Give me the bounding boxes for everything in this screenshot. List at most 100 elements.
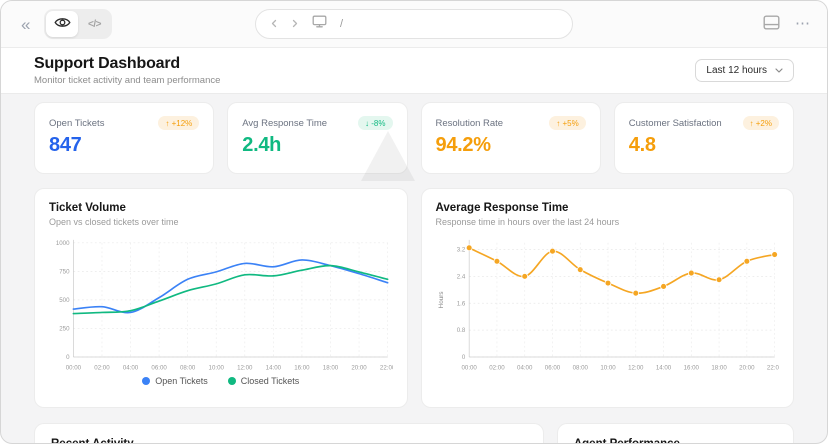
page-title: Support Dashboard: [34, 55, 180, 72]
page-header: Support Dashboard Monitor ticket activit…: [1, 48, 827, 94]
legend-dot-closed: [227, 376, 236, 385]
svg-text:16:00: 16:00: [683, 365, 699, 372]
svg-text:0: 0: [461, 354, 465, 361]
svg-text:12:00: 12:00: [628, 365, 644, 372]
chart-title: Average Response Time: [435, 202, 569, 214]
legend-item-open-tickets[interactable]: Open Tickets: [142, 376, 208, 386]
page-header-text: Support Dashboard Monitor ticket activit…: [34, 55, 220, 86]
chart-subtitle: Open vs closed tickets over time: [49, 217, 179, 227]
chevron-down-icon: [775, 65, 783, 76]
toolbar-left-group: « </>: [17, 9, 113, 39]
forward-button[interactable]: [291, 15, 299, 33]
ticket-volume-chart-card: Ticket Volume Open vs closed tickets ove…: [34, 188, 408, 408]
layout-panel-button[interactable]: [763, 15, 780, 33]
bottom-row: Recent Activity Agent Performance: [34, 423, 794, 444]
svg-text:02:00: 02:00: [489, 365, 505, 372]
stat-card-resolution-rate: Resolution Rate ↑ +5% 94.2%: [420, 102, 601, 174]
svg-text:04:00: 04:00: [123, 365, 139, 372]
section-title: Recent Activity: [51, 438, 134, 444]
svg-text:3.2: 3.2: [456, 247, 465, 254]
svg-text:22:00: 22:00: [380, 365, 393, 372]
stat-label: Avg Response Time: [242, 117, 328, 129]
recent-activity-card: Recent Activity: [34, 423, 544, 444]
stat-label: Open Tickets: [49, 117, 105, 129]
back-button[interactable]: [270, 15, 278, 33]
section-title: Agent Performance: [573, 438, 680, 444]
svg-text:00:00: 00:00: [461, 365, 477, 372]
svg-text:14:00: 14:00: [655, 365, 671, 372]
svg-text:20:00: 20:00: [739, 365, 755, 372]
stat-delta-badge: ↑ +5%: [549, 116, 586, 130]
stats-row: Open Tickets ↑ +12% 847 Avg Response Tim…: [34, 102, 794, 174]
svg-text:0: 0: [66, 354, 70, 361]
code-icon: </>: [87, 18, 101, 30]
chevron-left-icon: [270, 15, 278, 33]
stat-delta-badge: ↑ +12%: [158, 116, 200, 130]
svg-text:1.6: 1.6: [456, 300, 465, 307]
time-range-select[interactable]: Last 12 hours: [695, 59, 794, 82]
stat-value: 847: [49, 134, 82, 156]
chart-legend: Open Tickets Closed Tickets: [49, 376, 393, 386]
svg-text:08:00: 08:00: [180, 365, 196, 372]
stat-value: 2.4h: [242, 134, 282, 156]
url-bar[interactable]: /: [255, 9, 573, 39]
view-mode-toggle: </>: [44, 9, 113, 39]
agent-performance-card: Agent Performance: [556, 423, 794, 444]
svg-text:750: 750: [59, 268, 70, 275]
svg-text:04:00: 04:00: [517, 365, 533, 372]
svg-text:Hours: Hours: [437, 291, 444, 308]
svg-text:16:00: 16:00: [294, 365, 310, 372]
svg-text:08:00: 08:00: [572, 365, 588, 372]
svg-text:1000: 1000: [56, 240, 70, 247]
stat-value: 4.8: [628, 134, 656, 156]
dashboard-content: Open Tickets ↑ +12% 847 Avg Response Tim…: [1, 94, 827, 444]
chart-subtitle: Response time in hours over the last 24 …: [435, 217, 620, 227]
dock-bottom-icon: [763, 15, 780, 33]
preview-toggle-button[interactable]: [46, 11, 79, 37]
stat-value: 94.2%: [435, 134, 492, 156]
response-time-chart: 00:00 02:00 04:00 06:00 08:00 10:00 12:00 14:00…: [437, 239, 779, 372]
monitor-icon: [312, 15, 327, 33]
svg-text:250: 250: [59, 326, 70, 333]
url-path: /: [340, 18, 344, 30]
time-range-value: Last 12 hours: [706, 65, 767, 76]
ticket-volume-chart: 00:00 02:00 04:00 06:00 08:00 10:00 12:00 14:00…: [56, 239, 393, 372]
svg-text:18:00: 18:00: [711, 365, 727, 372]
svg-text:02:00: 02:00: [94, 365, 110, 372]
stat-label: Customer Satisfaction: [628, 117, 722, 129]
stat-card-open-tickets: Open Tickets ↑ +12% 847: [34, 102, 215, 174]
legend-label: Closed Tickets: [240, 375, 300, 386]
svg-text:06:00: 06:00: [544, 365, 560, 372]
device-preview-button[interactable]: [312, 15, 327, 33]
charts-row: Ticket Volume Open vs closed tickets ove…: [34, 188, 794, 408]
svg-text:500: 500: [59, 297, 70, 304]
eye-icon: [54, 16, 71, 32]
stat-card-avg-response-time: Avg Response Time ↓ -8% 2.4h: [227, 102, 408, 174]
toolbar-right-group: ⋯: [763, 15, 811, 33]
page-subtitle: Monitor ticket activity and team perform…: [34, 75, 221, 86]
response-time-chart-card: Average Response Time Response time in h…: [420, 188, 794, 408]
svg-text:20:00: 20:00: [351, 365, 367, 372]
stat-card-customer-satisfaction: Customer Satisfaction ↑ +2% 4.8: [613, 102, 794, 174]
stat-delta-badge: ↑ +2%: [742, 116, 779, 130]
svg-text:0.8: 0.8: [456, 327, 465, 334]
svg-text:12:00: 12:00: [237, 365, 253, 372]
svg-text:10:00: 10:00: [600, 365, 616, 372]
toolbar: « </>: [1, 1, 827, 48]
chevron-right-icon: [291, 15, 299, 33]
svg-text:22:00: 22:00: [766, 365, 779, 372]
stat-label: Resolution Rate: [435, 117, 504, 129]
code-toggle-button[interactable]: </>: [78, 11, 110, 37]
legend-item-closed-tickets[interactable]: Closed Tickets: [227, 375, 300, 386]
legend-label: Open Tickets: [155, 375, 208, 386]
svg-text:00:00: 00:00: [66, 365, 82, 372]
svg-text:18:00: 18:00: [323, 365, 339, 372]
svg-text:14:00: 14:00: [266, 365, 282, 372]
sidebar-collapse-button[interactable]: «: [21, 14, 31, 34]
svg-text:10:00: 10:00: [209, 365, 225, 372]
legend-dot-open: [142, 376, 151, 385]
chart-title: Ticket Volume: [49, 202, 126, 214]
svg-text:2.4: 2.4: [456, 274, 465, 281]
svg-text:06:00: 06:00: [151, 365, 167, 372]
